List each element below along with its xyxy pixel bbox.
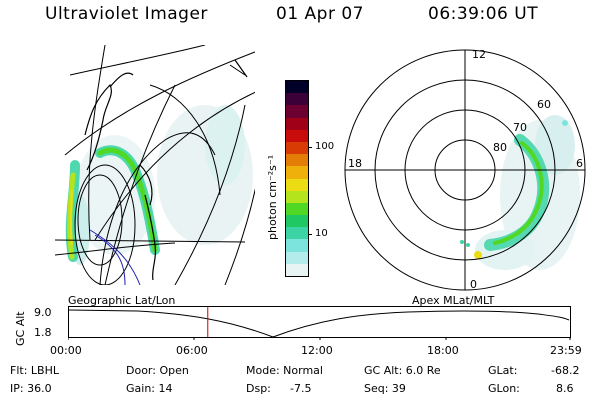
ip-status: IP: 36.0	[10, 382, 52, 395]
geo-latlon-grid	[55, 45, 255, 285]
colorbar-segment	[286, 129, 308, 142]
gc-alt-status: GC Alt: 6.0 Re	[364, 364, 441, 377]
timeline-tick-0600: 06:00	[176, 344, 208, 357]
timeline-left-title: Geographic Lat/Lon	[68, 294, 176, 307]
glat-label: GLat:	[488, 364, 518, 377]
timeline-axis-label: GC Alt	[14, 311, 27, 346]
timeline-tick-1200: 12:00	[301, 344, 333, 357]
polar-label-lat60: 60	[537, 98, 551, 111]
polar-label-dusk: 18	[348, 157, 362, 170]
timeline-y-top: 9.0	[34, 306, 52, 319]
colorbar-segment	[286, 251, 308, 264]
seq-status: Seq: 39	[364, 382, 406, 395]
colorbar-segment	[286, 117, 308, 130]
polar-grid	[344, 49, 586, 291]
instrument-title: Ultraviolet Imager	[45, 4, 208, 24]
colorbar-segment	[286, 93, 308, 106]
polar-label-lat70: 70	[513, 121, 527, 134]
colorbar	[285, 80, 309, 277]
colorbar-segment	[286, 166, 308, 179]
colorbar-segment	[286, 239, 308, 252]
door-status: Door: Open	[126, 364, 189, 377]
glon-label: GLon:	[488, 382, 520, 395]
timeline-tick-2359: 23:59	[550, 344, 582, 357]
filter-status: Flt: LBHL	[10, 364, 59, 377]
polar-plot	[344, 49, 586, 291]
geo-coastlines	[84, 59, 248, 281]
date-label: 01 Apr 07	[276, 4, 364, 24]
polar-label-midnight: 0	[470, 278, 477, 291]
geographic-image	[55, 45, 255, 285]
colorbar-segment	[286, 190, 308, 203]
colorbar-tick-label-100: 100	[315, 141, 335, 152]
glon-value: 8.6	[556, 382, 574, 395]
gain-status: Gain: 14	[126, 382, 173, 395]
polar-bright-spot	[474, 251, 482, 259]
colorbar-segment	[286, 202, 308, 216]
colorbar-segment	[286, 154, 308, 167]
geo-limb-curves	[74, 164, 136, 285]
mode-status: Mode: Normal	[246, 364, 323, 377]
timeline-y-bottom: 1.8	[34, 326, 52, 339]
colorbar-segment	[286, 105, 308, 118]
colorbar-tick-10	[308, 234, 312, 235]
colorbar-segment	[286, 263, 308, 276]
polar-label-dawn: 6	[576, 157, 583, 170]
colorbar-segment	[286, 178, 308, 191]
timeline-ticks	[68, 337, 571, 340]
colorbar-segment	[286, 215, 308, 228]
geo-terminator	[89, 229, 141, 285]
colorbar-segment	[286, 141, 308, 155]
glat-value: -68.2	[551, 364, 580, 377]
polar-label-lat80: 80	[493, 141, 507, 154]
timeline-right-title: Apex MLat/MLT	[412, 294, 495, 307]
colorbar-tick-100	[308, 147, 312, 148]
colorbar-tick-label-10: 10	[315, 228, 328, 239]
colorbar-segment	[286, 227, 308, 240]
timeline-tick-0000: 00:00	[50, 344, 82, 357]
polar-label-noon: 12	[472, 48, 486, 61]
colorbar-unit-label: photon cm⁻²s⁻¹	[266, 154, 279, 240]
altitude-curve	[68, 309, 570, 338]
colorbar-segment	[286, 81, 308, 94]
dsp-label: Dsp:	[246, 382, 271, 395]
dsp-value: -7.5	[290, 382, 312, 395]
time-label: 06:39:06 UT	[428, 4, 539, 24]
timeline-tick-1800: 18:00	[427, 344, 459, 357]
altitude-timeline	[68, 306, 571, 340]
